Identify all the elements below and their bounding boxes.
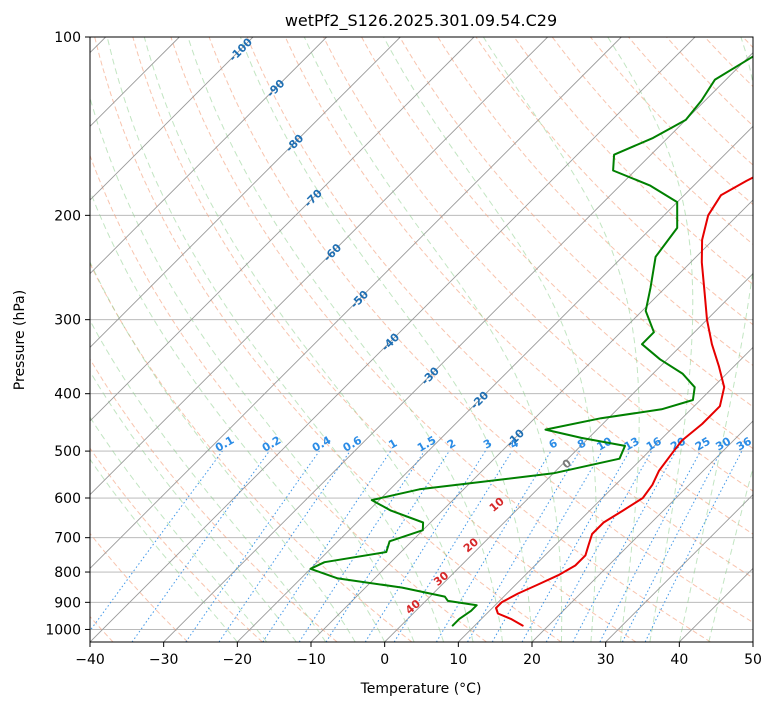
moist-adiabat-line bbox=[143, 37, 474, 642]
isotherm-line bbox=[90, 37, 327, 275]
isotherm-line bbox=[458, 346, 753, 642]
moist-adiabat-line bbox=[239, 37, 533, 642]
isotherm-line bbox=[163, 52, 753, 642]
moist-adiabat-line bbox=[106, 37, 445, 642]
x-tick-label: 50 bbox=[744, 652, 762, 668]
moist-adiabat-line bbox=[90, 416, 268, 642]
dry-adiabat-line bbox=[246, 37, 753, 579]
moist-adiabat-line bbox=[678, 37, 753, 642]
plot-frame bbox=[89, 36, 754, 643]
moist-adiabat-line bbox=[303, 37, 563, 642]
mixing-ratio-line bbox=[131, 450, 270, 642]
moist-adiabat-line bbox=[90, 189, 386, 642]
isotherm-line bbox=[90, 37, 622, 569]
mixing-ratio-line bbox=[545, 450, 653, 642]
y-axis-label: Pressure (hPa) bbox=[12, 290, 28, 390]
dry-adiabat-line bbox=[437, 37, 753, 367]
dry-adiabat-line bbox=[90, 358, 338, 642]
isotherm-line bbox=[310, 199, 753, 642]
moist-adiabat-line bbox=[90, 370, 297, 642]
dewpoint-profile-line bbox=[309, 55, 753, 627]
dry-adiabat-line bbox=[90, 532, 189, 642]
dry-adiabat-line bbox=[132, 37, 637, 642]
dry-adiabat-line bbox=[399, 37, 753, 408]
isotherm-line bbox=[90, 37, 254, 201]
dry-adiabat-line bbox=[323, 37, 753, 492]
mixing-ratio-line bbox=[644, 450, 743, 642]
y-tick-label: 500 bbox=[54, 444, 81, 460]
dry-adiabat-line bbox=[170, 37, 711, 642]
dry-adiabat-line bbox=[361, 37, 753, 450]
y-tick-label: 1000 bbox=[45, 622, 81, 638]
x-tick-label: 40 bbox=[670, 652, 688, 668]
x-tick-label: 0 bbox=[380, 652, 389, 668]
dry-adiabat-line bbox=[208, 37, 753, 623]
moist-adiabat-line bbox=[90, 458, 238, 642]
isotherm-line bbox=[605, 494, 753, 642]
dry-adiabat-line bbox=[284, 37, 753, 535]
background-lines bbox=[90, 37, 753, 642]
dry-adiabat-line bbox=[90, 154, 487, 642]
y-tick-label: 400 bbox=[54, 387, 81, 403]
mixing-ratio-line bbox=[572, 450, 677, 642]
mixing-ratio-label: 36 bbox=[734, 434, 754, 453]
moist-adiabat-line bbox=[90, 260, 356, 642]
mixing-ratio-line bbox=[262, 450, 392, 642]
x-tick-label: −40 bbox=[75, 652, 105, 668]
x-tick-label: −30 bbox=[149, 652, 179, 668]
isotherm-line bbox=[90, 37, 696, 642]
mixing-ratio-line bbox=[90, 450, 223, 632]
isotherm-line bbox=[90, 37, 401, 348]
dry-adiabat-line bbox=[475, 37, 753, 326]
mixing-ratio-line bbox=[521, 450, 630, 642]
moist-adiabat-line bbox=[607, 37, 694, 642]
y-tick-label: 800 bbox=[54, 565, 81, 581]
y-tick-label: 300 bbox=[54, 313, 81, 329]
y-tick-label: 100 bbox=[54, 30, 81, 46]
moist-adiabat-line bbox=[90, 319, 327, 642]
moist-adiabat-line bbox=[383, 37, 597, 642]
y-tick-label: 700 bbox=[54, 531, 81, 547]
dry-adiabat-line bbox=[590, 37, 753, 206]
isotherm-line bbox=[90, 37, 475, 422]
y-tick-label: 600 bbox=[54, 491, 81, 507]
x-tick-label: 30 bbox=[597, 652, 615, 668]
moist-adiabat-line bbox=[187, 37, 503, 642]
isotherm-line bbox=[531, 420, 753, 642]
moist-adiabat-line bbox=[708, 466, 753, 642]
dry-adiabat-line bbox=[94, 37, 562, 642]
moist-adiabat-line bbox=[482, 37, 640, 642]
mixing-ratio-line bbox=[185, 450, 320, 642]
chart-title: wetPf2_S126.2025.301.09.54.C29 bbox=[285, 11, 557, 31]
temperature-profile-line bbox=[495, 176, 753, 627]
isotherm-line bbox=[90, 37, 548, 496]
y-tick-label: 900 bbox=[54, 595, 81, 611]
y-tick-label: 200 bbox=[54, 208, 81, 224]
x-axis-label: Temperature (°C) bbox=[360, 681, 482, 697]
isotherm-line bbox=[384, 273, 753, 642]
x-tick-label: −10 bbox=[296, 652, 326, 668]
mixing-ratio-line bbox=[325, 450, 450, 642]
dry-adiabat-line bbox=[551, 37, 753, 245]
mixing-ratio-line bbox=[393, 450, 513, 642]
profile-lines bbox=[309, 55, 753, 627]
axes: −40 −30 −20 −10 0 10 20 30 40 50 100 200 300 400 500 60… bbox=[45, 30, 762, 668]
x-tick-label: 20 bbox=[523, 652, 541, 668]
x-tick-label: −20 bbox=[223, 652, 253, 668]
mixing-ratio-line bbox=[218, 450, 351, 642]
isotherm-line bbox=[237, 125, 753, 642]
x-tick-label: 10 bbox=[449, 652, 467, 668]
dry-adiabat-line bbox=[90, 262, 413, 642]
